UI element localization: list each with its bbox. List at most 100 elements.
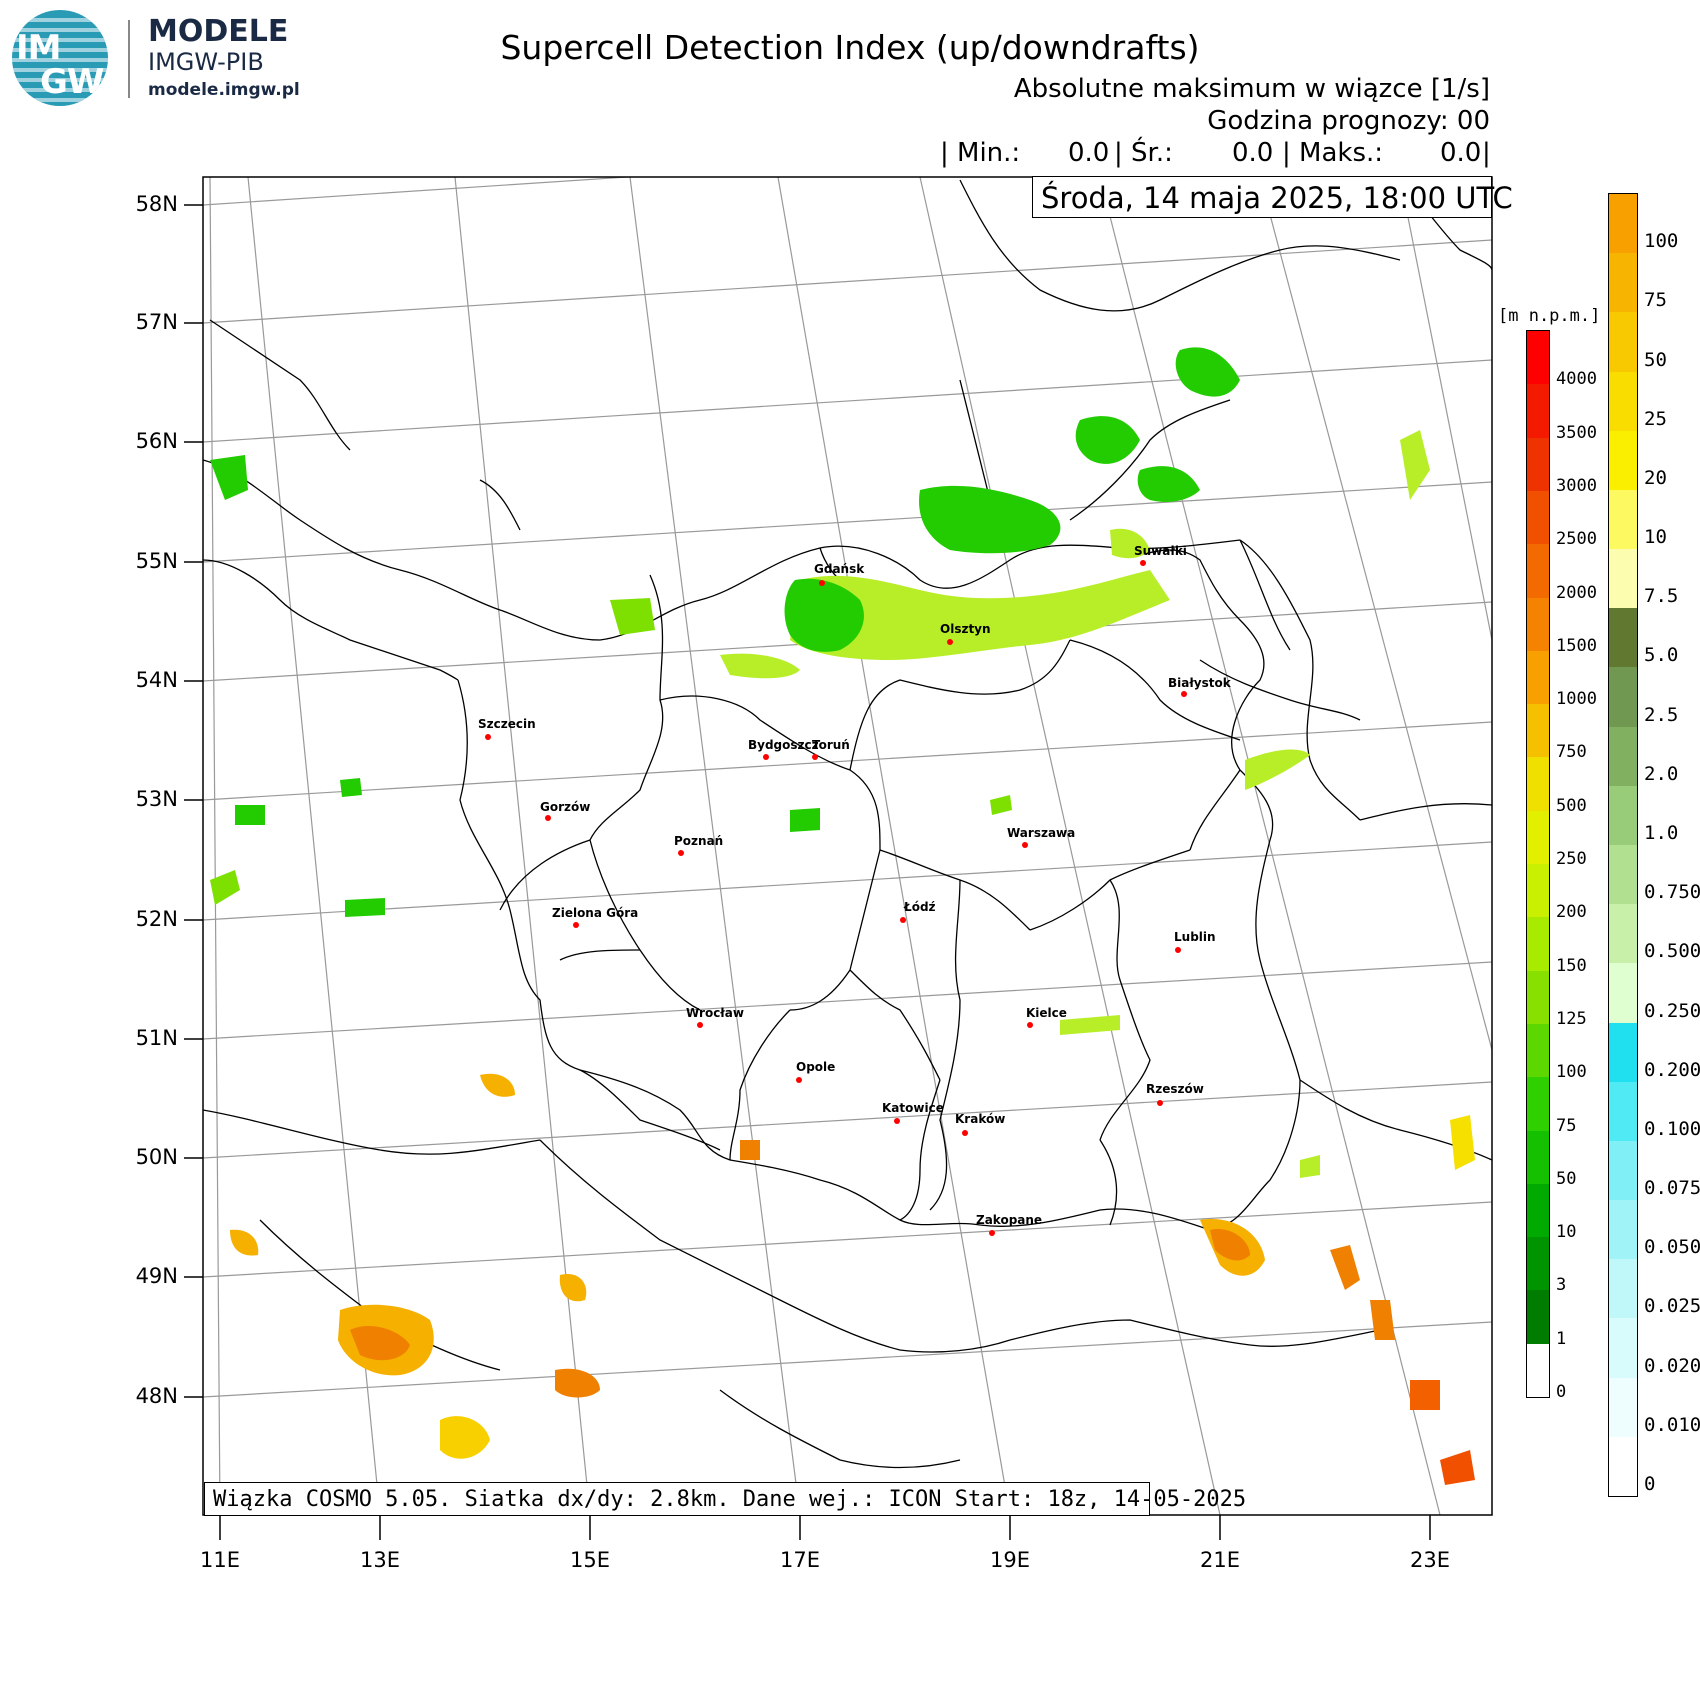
city-label: Bydgoszcz (748, 738, 819, 752)
value-colorbar-segment (1609, 371, 1637, 432)
precip-cells-orange (230, 1073, 1475, 1485)
elevation-colorbar-label: 250 (1556, 849, 1587, 869)
value-colorbar-label: 2.5 (1644, 703, 1679, 726)
city-label: Kraków (955, 1112, 1006, 1126)
stats-min-label: | Min.: (940, 138, 1021, 168)
stats-end: | (1482, 138, 1491, 168)
lat-label: 50N (135, 1145, 178, 1169)
elevation-colorbar-label: 3500 (1556, 422, 1597, 443)
city-label: Zakopane (976, 1213, 1043, 1227)
lat-label: 56N (135, 429, 178, 453)
logo-text-top: IM (16, 28, 61, 68)
elevation-colorbar-label: 125 (1556, 1008, 1587, 1029)
value-colorbar-label: 100 (1644, 230, 1679, 253)
lon-ticks (219, 1515, 1431, 1540)
elevation-colorbar-segment (1527, 437, 1549, 492)
elevation-colorbar-label: 500 (1556, 795, 1587, 816)
elevation-colorbar-segment (1527, 597, 1549, 652)
logo-text-bottom: GW (40, 62, 104, 102)
value-colorbar-label: 2.0 (1644, 762, 1679, 785)
brand-site: modele.imgw.pl (148, 80, 300, 100)
elevation-unit-label: [m n.p.m.] (1498, 306, 1601, 326)
value-colorbar-segment (1609, 1200, 1637, 1260)
elevation-colorbar-segment (1527, 1130, 1549, 1185)
value-colorbar-segment (1609, 489, 1637, 550)
lat-label: 58N (135, 192, 178, 216)
precip-cells-green (210, 347, 1430, 1035)
value-colorbar-label: 1.0 (1644, 822, 1679, 844)
elevation-colorbar-label: 200 (1556, 902, 1587, 923)
lat-label: 52N (135, 907, 178, 931)
value-colorbar (1608, 193, 1638, 1497)
value-colorbar-label: 10 (1644, 526, 1667, 549)
value-colorbar-label: 0.200 (1644, 1058, 1700, 1081)
value-colorbar-segment (1609, 845, 1637, 905)
valid-date-box: Środa, 14 maja 2025, 18:00 UTC (1032, 176, 1513, 218)
value-colorbar-segment (1609, 1081, 1637, 1142)
value-colorbar-segment (1609, 785, 1637, 846)
value-colorbar-label: 0.050 (1644, 1236, 1700, 1259)
brand-org: IMGW-PIB (148, 48, 264, 76)
city-label: Kielce (1026, 1006, 1067, 1020)
elevation-colorbar-segment (1527, 810, 1549, 865)
city-label: Gorzów (540, 800, 591, 814)
logo-separator (128, 20, 130, 98)
value-colorbar-segment (1609, 253, 1637, 313)
city-label: Wrocław (686, 1006, 744, 1020)
city-label: Białystok (1168, 676, 1231, 690)
city-label: Opole (796, 1060, 836, 1074)
elevation-colorbar-label: 4000 (1556, 369, 1597, 390)
lat-ticks (184, 204, 203, 1398)
elevation-colorbar-segment (1527, 331, 1549, 385)
elevation-colorbar-segment (1527, 970, 1549, 1025)
elevation-colorbar-label: 150 (1556, 955, 1587, 976)
elevation-colorbar-segment (1527, 650, 1549, 705)
value-colorbar-label: 0.020 (1644, 1354, 1700, 1377)
elevation-colorbar-segment (1527, 1077, 1549, 1131)
value-colorbar-segment (1609, 549, 1637, 609)
elevation-colorbar-label: 1000 (1556, 689, 1597, 710)
elevation-colorbar-segment (1527, 1290, 1549, 1345)
elevation-colorbar-segment (1527, 757, 1549, 812)
value-colorbar-segment (1609, 312, 1637, 373)
value-colorbar-label: 0.025 (1644, 1295, 1700, 1318)
elevation-colorbar-segment (1527, 544, 1549, 598)
lon-label: 15E (570, 1548, 610, 1572)
value-colorbar-label: 0 (1644, 1473, 1656, 1495)
stats-max-label: | Maks.: (1282, 138, 1384, 168)
city-label: Suwałki (1134, 544, 1187, 558)
stats-min-value: 0.0 (1068, 138, 1110, 168)
lat-label: 51N (135, 1026, 178, 1050)
stats-avg-label: | Śr.: (1114, 138, 1173, 168)
value-colorbar-label: 50 (1644, 348, 1667, 371)
lon-label: 23E (1410, 1548, 1450, 1572)
lon-label: 17E (780, 1548, 820, 1572)
elevation-colorbar-segment (1527, 1343, 1549, 1398)
value-colorbar-label: 0.075 (1644, 1177, 1700, 1200)
value-colorbar-label: 0.750 (1644, 881, 1700, 904)
value-colorbar-segment (1609, 963, 1637, 1024)
lat-label: 53N (135, 787, 178, 811)
value-colorbar-label: 75 (1644, 289, 1667, 312)
lat-label: 48N (135, 1384, 178, 1408)
city-label: Lublin (1174, 930, 1216, 944)
lat-label: 57N (135, 310, 178, 334)
city-label: Warszawa (1007, 826, 1076, 840)
elevation-colorbar-segment (1527, 384, 1549, 439)
city-label: Katowice (882, 1101, 944, 1115)
value-colorbar-segment (1609, 608, 1637, 668)
stats-max-value: 0.0 (1440, 138, 1482, 168)
lon-label: 21E (1200, 1548, 1240, 1572)
city-label: Szczecin (478, 717, 536, 731)
value-colorbar-label: 0.010 (1644, 1413, 1700, 1436)
city-label: Łódź (904, 900, 936, 914)
value-colorbar-segment (1609, 904, 1637, 964)
value-colorbar-label: 7.5 (1644, 585, 1679, 608)
elevation-colorbar-label: 3000 (1556, 475, 1597, 496)
value-colorbar-segment (1609, 1140, 1637, 1201)
value-colorbar-segment (1609, 430, 1637, 491)
map-title: Supercell Detection Index (up/downdrafts… (500, 28, 1200, 67)
elevation-colorbar-label: 1500 (1556, 635, 1597, 656)
city-label: Toruń (812, 738, 850, 752)
lon-label: 19E (990, 1548, 1030, 1572)
